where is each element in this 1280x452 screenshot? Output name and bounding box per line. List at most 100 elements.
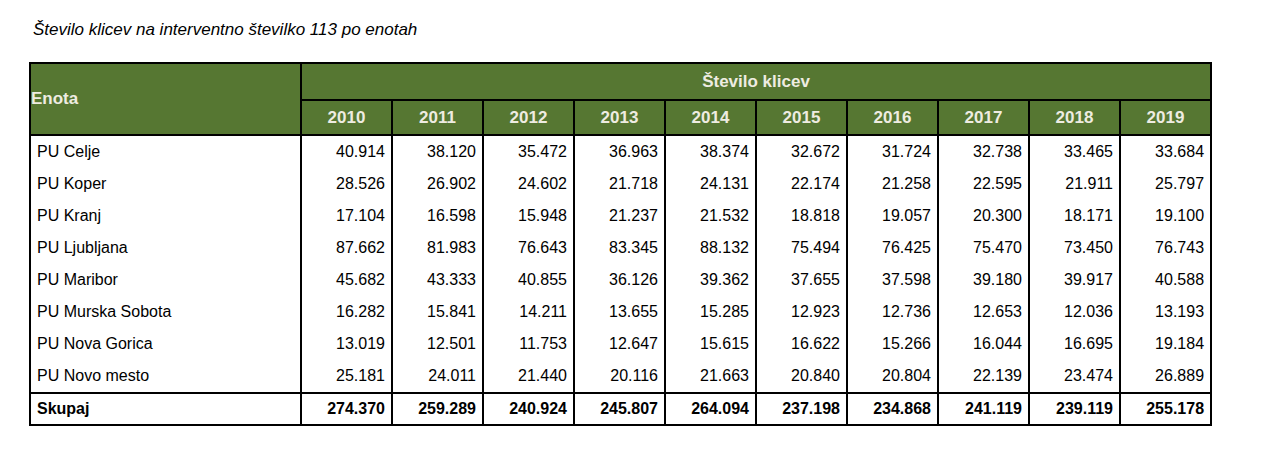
- page-title: Število klicev na interventno številko 1…: [33, 20, 417, 40]
- row-label: PU Murska Sobota: [30, 296, 301, 328]
- value-cell: 23.474: [1029, 360, 1120, 393]
- total-value-cell: 264.094: [665, 393, 756, 425]
- value-cell: 38.120: [392, 135, 483, 168]
- header-row-group: Enota Število klicev: [30, 63, 1211, 100]
- row-label: PU Ljubljana: [30, 232, 301, 264]
- total-value-cell: 240.924: [483, 393, 574, 425]
- value-cell: 16.622: [756, 328, 847, 360]
- table-row: PU Koper28.52626.90224.60221.71824.13122…: [30, 168, 1211, 200]
- total-value-cell: 259.289: [392, 393, 483, 425]
- total-value-cell: 241.119: [938, 393, 1029, 425]
- value-cell: 21.440: [483, 360, 574, 393]
- value-cell: 24.602: [483, 168, 574, 200]
- table-row: PU Nova Gorica13.01912.50111.75312.64715…: [30, 328, 1211, 360]
- value-cell: 40.588: [1120, 264, 1211, 296]
- column-header-enota: Enota: [30, 63, 301, 135]
- value-cell: 76.643: [483, 232, 574, 264]
- year-header: 2011: [392, 100, 483, 135]
- value-cell: 18.171: [1029, 200, 1120, 232]
- page: Število klicev na interventno številko 1…: [0, 0, 1280, 452]
- table-body: PU Celje40.91438.12035.47236.96338.37432…: [30, 135, 1211, 393]
- value-cell: 37.598: [847, 264, 938, 296]
- value-cell: 21.237: [574, 200, 665, 232]
- value-cell: 20.116: [574, 360, 665, 393]
- value-cell: 37.655: [756, 264, 847, 296]
- value-cell: 43.333: [392, 264, 483, 296]
- value-cell: 16.598: [392, 200, 483, 232]
- year-header: 2017: [938, 100, 1029, 135]
- row-label: PU Koper: [30, 168, 301, 200]
- value-cell: 45.682: [301, 264, 392, 296]
- value-cell: 15.615: [665, 328, 756, 360]
- value-cell: 33.684: [1120, 135, 1211, 168]
- value-cell: 31.724: [847, 135, 938, 168]
- value-cell: 73.450: [1029, 232, 1120, 264]
- value-cell: 81.983: [392, 232, 483, 264]
- value-cell: 26.902: [392, 168, 483, 200]
- value-cell: 17.104: [301, 200, 392, 232]
- value-cell: 20.804: [847, 360, 938, 393]
- total-value-cell: 234.868: [847, 393, 938, 425]
- value-cell: 21.718: [574, 168, 665, 200]
- value-cell: 14.211: [483, 296, 574, 328]
- value-cell: 39.917: [1029, 264, 1120, 296]
- value-cell: 16.044: [938, 328, 1029, 360]
- year-header: 2018: [1029, 100, 1120, 135]
- value-cell: 12.736: [847, 296, 938, 328]
- value-cell: 19.057: [847, 200, 938, 232]
- value-cell: 88.132: [665, 232, 756, 264]
- year-header: 2014: [665, 100, 756, 135]
- value-cell: 16.282: [301, 296, 392, 328]
- year-header: 2013: [574, 100, 665, 135]
- year-header: 2012: [483, 100, 574, 135]
- value-cell: 21.663: [665, 360, 756, 393]
- value-cell: 32.738: [938, 135, 1029, 168]
- value-cell: 20.840: [756, 360, 847, 393]
- total-row: Skupaj274.370259.289240.924245.807264.09…: [30, 393, 1211, 425]
- value-cell: 18.818: [756, 200, 847, 232]
- total-value-cell: 239.119: [1029, 393, 1120, 425]
- value-cell: 20.300: [938, 200, 1029, 232]
- value-cell: 21.911: [1029, 168, 1120, 200]
- year-header: 2016: [847, 100, 938, 135]
- table-header: Enota Število klicev 2010201120122013201…: [30, 63, 1211, 135]
- total-value-cell: 237.198: [756, 393, 847, 425]
- value-cell: 12.647: [574, 328, 665, 360]
- table-row: PU Ljubljana87.66281.98376.64383.34588.1…: [30, 232, 1211, 264]
- value-cell: 21.258: [847, 168, 938, 200]
- value-cell: 35.472: [483, 135, 574, 168]
- row-label: PU Novo mesto: [30, 360, 301, 393]
- value-cell: 83.345: [574, 232, 665, 264]
- total-value-cell: 255.178: [1120, 393, 1211, 425]
- value-cell: 28.526: [301, 168, 392, 200]
- group-header-stevilo-klicev: Število klicev: [301, 63, 1211, 100]
- calls-by-unit-table: Enota Število klicev 2010201120122013201…: [29, 62, 1212, 426]
- value-cell: 12.653: [938, 296, 1029, 328]
- value-cell: 24.011: [392, 360, 483, 393]
- value-cell: 76.425: [847, 232, 938, 264]
- table-footer: Skupaj274.370259.289240.924245.807264.09…: [30, 393, 1211, 425]
- value-cell: 33.465: [1029, 135, 1120, 168]
- value-cell: 76.743: [1120, 232, 1211, 264]
- table-row: PU Novo mesto25.18124.01121.44020.11621.…: [30, 360, 1211, 393]
- row-label: PU Kranj: [30, 200, 301, 232]
- value-cell: 39.180: [938, 264, 1029, 296]
- value-cell: 19.184: [1120, 328, 1211, 360]
- value-cell: 24.131: [665, 168, 756, 200]
- row-label: PU Nova Gorica: [30, 328, 301, 360]
- value-cell: 25.797: [1120, 168, 1211, 200]
- value-cell: 36.963: [574, 135, 665, 168]
- total-label: Skupaj: [30, 393, 301, 425]
- value-cell: 40.855: [483, 264, 574, 296]
- total-value-cell: 274.370: [301, 393, 392, 425]
- value-cell: 22.174: [756, 168, 847, 200]
- value-cell: 15.285: [665, 296, 756, 328]
- table-row: PU Celje40.91438.12035.47236.96338.37432…: [30, 135, 1211, 168]
- value-cell: 13.019: [301, 328, 392, 360]
- value-cell: 15.948: [483, 200, 574, 232]
- value-cell: 25.181: [301, 360, 392, 393]
- value-cell: 12.036: [1029, 296, 1120, 328]
- value-cell: 13.193: [1120, 296, 1211, 328]
- table-row: PU Kranj17.10416.59815.94821.23721.53218…: [30, 200, 1211, 232]
- value-cell: 19.100: [1120, 200, 1211, 232]
